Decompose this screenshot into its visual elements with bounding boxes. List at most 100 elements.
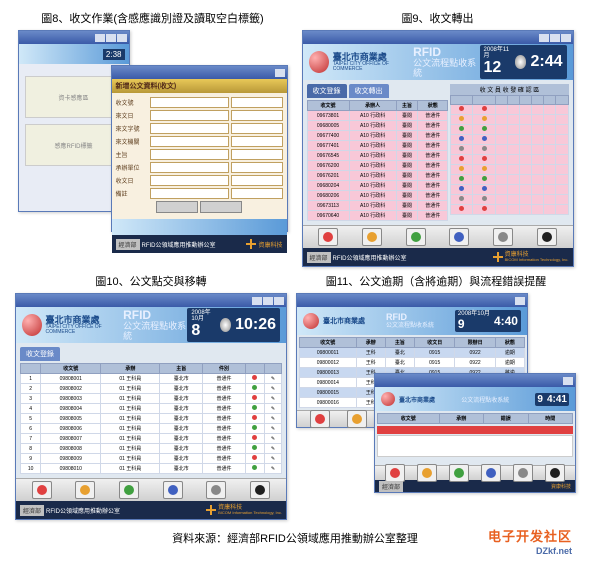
table-row[interactable]: 09680206A10 行政科臺閱普通件 — [307, 191, 448, 201]
table-row[interactable] — [451, 125, 568, 135]
form-select[interactable] — [231, 188, 283, 199]
toolbar-button[interactable] — [75, 481, 95, 499]
close-button[interactable] — [515, 297, 525, 305]
form-input[interactable] — [150, 149, 229, 160]
toolbar-button[interactable] — [32, 481, 52, 499]
close-button[interactable] — [274, 297, 284, 305]
error-grid[interactable]: 收文號承辦錯誤時間 — [377, 413, 573, 424]
close-button[interactable] — [561, 34, 571, 42]
table-row[interactable] — [451, 175, 568, 185]
table-row[interactable]: 09677400A10 行政科臺閱普通件 — [307, 131, 448, 141]
toolbar-button[interactable] — [119, 481, 139, 499]
close-button[interactable] — [117, 34, 127, 42]
table-row[interactable]: 09676200A10 行政科臺閱普通件 — [307, 161, 448, 171]
logo-icon — [309, 51, 329, 73]
table-row[interactable]: 09670640A10 行政科臺閱普通件 — [307, 211, 448, 221]
form-input[interactable] — [150, 123, 229, 134]
cancel-button[interactable] — [200, 201, 242, 213]
table-row[interactable]: 09680204A10 行政科臺閱普通件 — [307, 181, 448, 191]
toolbar-button[interactable] — [513, 464, 533, 482]
table-row[interactable] — [451, 155, 568, 165]
toolbar-button[interactable] — [206, 481, 226, 499]
table-row[interactable]: 100980801001 王科員臺北市普通件✎ — [21, 464, 282, 474]
table-row[interactable] — [451, 185, 568, 195]
banner: 臺北市商業處 TAIPEI CITY OFFICE OF COMMERCE RF… — [303, 44, 573, 80]
toolbar-button[interactable] — [310, 410, 330, 428]
toolbar — [16, 478, 286, 501]
table-row[interactable] — [451, 205, 568, 215]
time-badge: 2:38 — [103, 49, 125, 60]
toolbar-button[interactable] — [347, 410, 367, 428]
table-row[interactable]: 09677401A10 行政科臺閱普通件 — [307, 141, 448, 151]
form-input[interactable] — [150, 136, 229, 147]
toolbar-button[interactable] — [449, 464, 469, 482]
form-input[interactable] — [150, 162, 229, 173]
form-select[interactable] — [231, 149, 283, 160]
rfid-sensor-area[interactable]: 感應RFID標籤 — [25, 124, 123, 166]
table-row[interactable] — [451, 145, 568, 155]
form-select[interactable] — [231, 110, 283, 121]
form-input[interactable] — [150, 97, 229, 108]
table-row[interactable]: 09676545A10 行政科臺閱普通件 — [307, 151, 448, 161]
form-select[interactable] — [231, 136, 283, 147]
toolbar-button[interactable] — [385, 464, 405, 482]
submit-button[interactable] — [156, 201, 198, 213]
table-row[interactable]: 50980800501 王科員臺北市普通件✎ — [21, 414, 282, 424]
form-input[interactable] — [150, 175, 229, 186]
table-row[interactable]: 09680005A10 行政科臺閱普通件 — [307, 121, 448, 131]
toolbar-button[interactable] — [481, 464, 501, 482]
form-select[interactable] — [231, 162, 283, 173]
form-label: 主旨 — [116, 150, 148, 159]
table-row[interactable]: 60980800601 王科員臺北市普通件✎ — [21, 424, 282, 434]
table-row[interactable]: 09800011王科臺北09150922逾期 — [300, 348, 525, 358]
table-row[interactable] — [451, 105, 568, 115]
maximize-button[interactable] — [550, 34, 560, 42]
toolbar-button[interactable] — [493, 228, 513, 246]
table-row[interactable]: 90980800901 王科員臺北市普通件✎ — [21, 454, 282, 464]
tab-transfer[interactable]: 收文轉出 — [349, 84, 389, 98]
status-grid[interactable] — [450, 95, 568, 215]
close-button[interactable] — [563, 377, 573, 385]
table-row[interactable]: 20980800201 王科員臺北市普通件✎ — [21, 384, 282, 394]
fig8-front-window: 新增公文資料(收文) 收文號 來文日 來文字號 來文機關 主旨 — [111, 65, 288, 232]
minimize-button[interactable] — [539, 34, 549, 42]
table-row[interactable]: 70980800701 王科員臺北市普通件✎ — [21, 434, 282, 444]
toolbar-button[interactable] — [406, 228, 426, 246]
toolbar-button[interactable] — [417, 464, 437, 482]
table-row[interactable]: 80980800801 王科員臺北市普通件✎ — [21, 444, 282, 454]
table-row[interactable]: 09673113A10 行政科臺閱普通件 — [307, 201, 448, 211]
form-select[interactable] — [231, 97, 283, 108]
table-row[interactable]: 40980800401 王科員臺北市普通件✎ — [21, 404, 282, 414]
table-row[interactable]: 10980800101 王科員臺北市普通件✎ — [21, 374, 282, 384]
minimize-button[interactable] — [95, 34, 105, 42]
tab-inbox[interactable]: 收文登錄 — [307, 84, 347, 98]
toolbar-button[interactable] — [250, 481, 270, 499]
form-select[interactable] — [231, 175, 283, 186]
toolbar-button[interactable] — [449, 228, 469, 246]
form-input[interactable] — [150, 188, 229, 199]
watermark: 电子开发社区 DZkf.net — [10, 526, 580, 557]
table-row[interactable] — [451, 165, 568, 175]
table-row[interactable]: 09800012王科臺北09150922逾期 — [300, 358, 525, 368]
minimize-button[interactable] — [252, 297, 262, 305]
document-grid[interactable]: 收文號承辦人主旨狀態09673801A10 行政科臺閱普通件09680005A1… — [307, 100, 449, 221]
form-select[interactable] — [231, 123, 283, 134]
table-row[interactable]: 09676201A10 行政科臺閱普通件 — [307, 171, 448, 181]
tab-inbox[interactable]: 收文登錄 — [20, 347, 60, 361]
close-button[interactable] — [275, 69, 285, 77]
toolbar-button[interactable] — [362, 228, 382, 246]
table-row[interactable]: 09673801A10 行政科臺閱普通件 — [307, 111, 448, 121]
toolbar-button[interactable] — [545, 464, 565, 482]
toolbar-button[interactable] — [537, 228, 557, 246]
form-input[interactable] — [150, 110, 229, 121]
maximize-button[interactable] — [263, 297, 273, 305]
document-grid[interactable]: 收文號承辦主旨件別 10980800101 王科員臺北市普通件✎20980800… — [20, 363, 282, 474]
table-row[interactable] — [451, 115, 568, 125]
table-row[interactable]: 30980800301 王科員臺北市普通件✎ — [21, 394, 282, 404]
card-sensor-area[interactable]: 資卡感應區 — [25, 76, 123, 118]
table-row[interactable] — [451, 135, 568, 145]
table-row[interactable] — [451, 195, 568, 205]
maximize-button[interactable] — [106, 34, 116, 42]
toolbar-button[interactable] — [163, 481, 183, 499]
toolbar-button[interactable] — [318, 228, 338, 246]
